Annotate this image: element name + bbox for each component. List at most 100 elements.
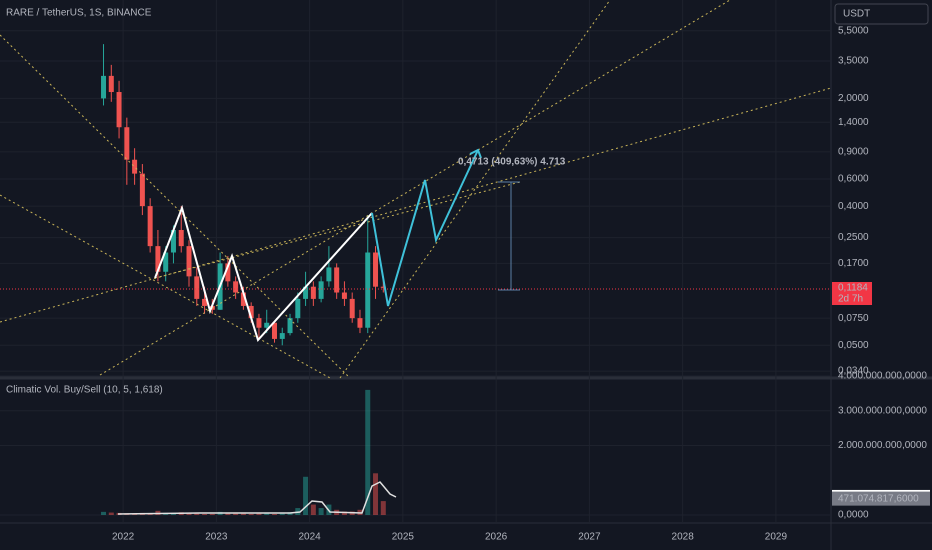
- candle-body: [256, 318, 262, 328]
- candle-body: [108, 75, 114, 93]
- measure-label: 0,4713 (409,63%) 4.713: [458, 157, 566, 168]
- time-label: 2027: [578, 532, 601, 543]
- candle-body: [365, 252, 371, 328]
- candle-body: [279, 333, 285, 339]
- candle-body: [116, 92, 122, 128]
- price-tick-label: 0,0750: [838, 313, 869, 324]
- countdown: 2d 7h: [838, 294, 863, 305]
- candle-body: [295, 298, 301, 319]
- candle-body: [264, 322, 270, 328]
- volume-bar: [202, 513, 208, 515]
- volume-bar: [318, 508, 324, 515]
- candle-body: [186, 246, 192, 277]
- volume-tick-label: 2.000.000.000,0000: [838, 440, 927, 451]
- candle-body: [240, 292, 246, 306]
- volume-bar: [341, 511, 347, 515]
- volume-tick-label: 3.000.000.000,0000: [838, 405, 927, 416]
- candle-body: [124, 127, 130, 160]
- candle-body: [163, 252, 169, 272]
- volume-bar: [225, 513, 231, 515]
- volume-bar: [310, 504, 316, 515]
- volume-bar: [248, 513, 254, 515]
- candle-body: [202, 298, 208, 306]
- candle-body: [326, 267, 332, 282]
- price-tick-label: 2,0000: [838, 93, 869, 104]
- volume-badge-label: 471.074.817,6000: [838, 493, 919, 504]
- price-tick-label: 0,9000: [838, 146, 869, 157]
- candle-body: [341, 292, 347, 299]
- volume-bar: [303, 476, 309, 515]
- price-tick-label: 0,6000: [838, 174, 869, 185]
- candle-body: [132, 159, 138, 174]
- price-tick-label: 0,2500: [838, 232, 869, 243]
- projection-pattern: [371, 149, 479, 307]
- candle-body: [380, 286, 386, 288]
- volume-bar: [264, 513, 270, 515]
- candle-body: [334, 267, 340, 293]
- volume-bar: [373, 473, 379, 515]
- drawings: [0, 0, 832, 515]
- candle-body: [233, 281, 239, 293]
- candle-body: [178, 229, 184, 247]
- volume-bar: [101, 511, 107, 515]
- candle-body: [139, 173, 145, 207]
- time-label: 2025: [392, 532, 415, 543]
- symbol-title: RARE / TetherUS, 1S, BINANCE: [6, 8, 152, 19]
- volume-bar: [209, 513, 215, 515]
- candle-body: [225, 263, 231, 282]
- candle-body: [303, 286, 309, 299]
- time-label: 2029: [765, 532, 788, 543]
- price-tick-label: 1,4000: [838, 117, 869, 128]
- volume-badge: [832, 491, 930, 506]
- volume-bar: [170, 513, 176, 515]
- candle-body: [194, 276, 200, 299]
- volume-bar: [256, 513, 262, 515]
- candle-body: [318, 281, 324, 299]
- volume-bar: [279, 513, 285, 515]
- candle-body: [287, 318, 293, 334]
- volume-bar: [271, 513, 277, 515]
- volume-bar: [186, 513, 192, 515]
- currency-button[interactable]: [834, 3, 929, 25]
- indicator-title: Climatic Vol. Buy/Sell (10, 5, 1,618): [6, 385, 163, 396]
- time-label: 2026: [485, 532, 508, 543]
- time-label: 2028: [672, 532, 695, 543]
- candle-body: [349, 298, 355, 319]
- volume-bar: [194, 513, 200, 515]
- volume-tick-label: 4.000.000.000,0000: [838, 371, 927, 382]
- price-tick-label: 0,4000: [838, 201, 869, 212]
- price-tick-label: 0,1700: [838, 258, 869, 269]
- time-label: 2023: [205, 532, 228, 543]
- candle-body: [248, 305, 254, 319]
- candle-body: [357, 318, 363, 328]
- trend-line: [0, 34, 351, 379]
- volume-bar: [380, 501, 386, 515]
- time-label: 2024: [298, 532, 321, 543]
- candle-body: [310, 286, 316, 299]
- candle-body: [147, 206, 153, 247]
- volume-average: [117, 481, 397, 515]
- candle-body: [271, 322, 277, 339]
- trend-line: [99, 0, 731, 376]
- volume-tick-label: 0,0000: [838, 510, 869, 521]
- price-tick-label: 0,0340: [838, 366, 869, 377]
- candle-body: [101, 75, 107, 99]
- currency-label[interactable]: USDT: [843, 9, 870, 20]
- candle-body: [155, 246, 161, 272]
- time-label: 2022: [112, 532, 135, 543]
- price-tick-label: 5,5000: [838, 25, 869, 36]
- trend-line: [0, 87, 832, 323]
- volume-bar: [108, 512, 114, 515]
- price-tick-label: 3,5000: [838, 56, 869, 67]
- arrow-head: [469, 148, 482, 159]
- candle-body: [373, 252, 379, 287]
- volume-bar: [233, 513, 239, 515]
- candle-body: [170, 229, 176, 253]
- last-price-badge: [832, 282, 872, 305]
- volume-bar: [365, 389, 371, 515]
- price-tick-label: 0,0500: [838, 340, 869, 351]
- last-price-label: 0,1184: [838, 283, 868, 294]
- zigzag-pattern: [154, 204, 373, 342]
